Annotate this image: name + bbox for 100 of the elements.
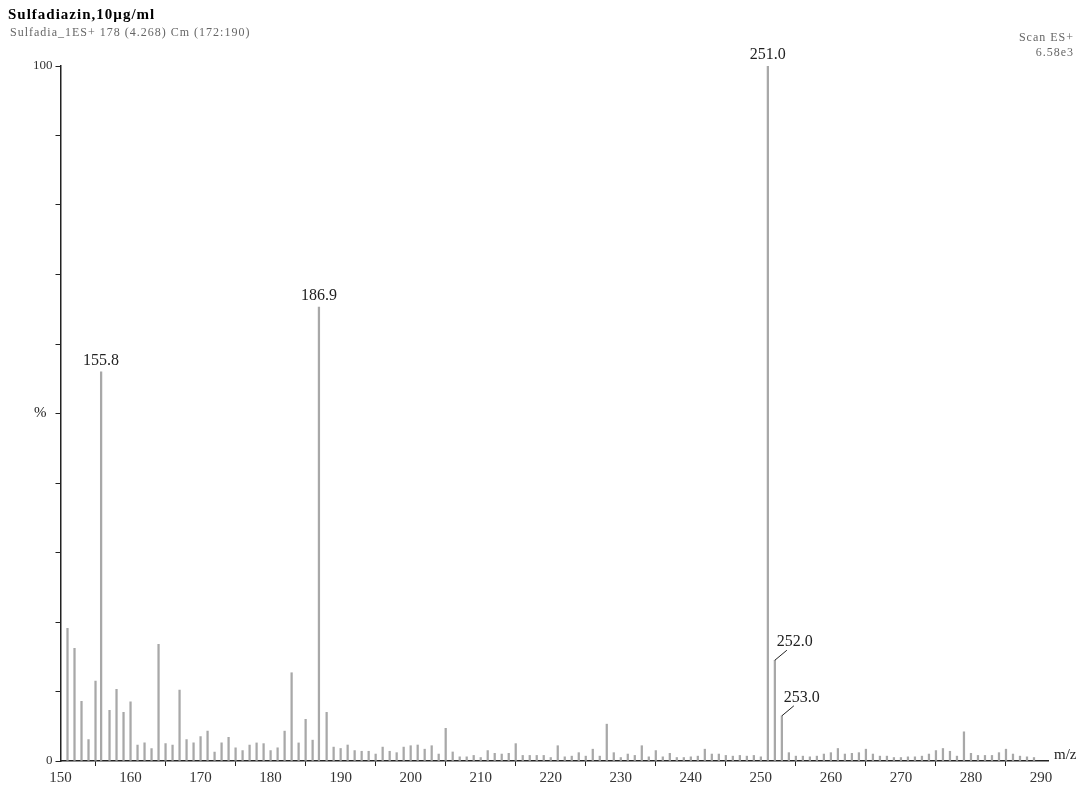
x-tick-label: 220 (539, 768, 562, 785)
bar (570, 755, 573, 761)
bar (234, 747, 237, 761)
bar (521, 755, 524, 761)
y-tick-label: 0 (46, 752, 53, 768)
bar (171, 744, 174, 761)
bar (143, 742, 146, 761)
bar (409, 745, 412, 761)
bar (87, 739, 90, 761)
x-tick-label: 280 (959, 768, 983, 785)
bar (633, 755, 636, 761)
bar (94, 680, 97, 761)
bar (150, 748, 153, 761)
bar (157, 643, 160, 761)
x-tick-label: 230 (609, 768, 633, 785)
bar (962, 731, 966, 761)
bar (479, 757, 482, 761)
bar (283, 730, 286, 761)
bar (976, 755, 980, 761)
bar (682, 757, 685, 761)
bar (920, 755, 924, 761)
bar (360, 750, 363, 761)
bar (731, 755, 734, 761)
bar (1032, 757, 1036, 761)
bar (675, 757, 678, 761)
x-tick-label: 150 (49, 768, 72, 785)
bar (213, 751, 216, 761)
bar (192, 742, 195, 761)
bar (535, 755, 538, 761)
bar (73, 648, 76, 761)
bar (794, 755, 797, 761)
bar (878, 755, 882, 761)
bar (514, 743, 517, 761)
bar (206, 730, 209, 761)
bar (269, 750, 272, 761)
bar (276, 747, 279, 761)
bar (395, 752, 398, 761)
chart-title: Sulfadiazin,10µg/ml (8, 6, 156, 23)
bar (528, 755, 531, 761)
bar (640, 745, 643, 761)
bar (164, 743, 167, 761)
bar (297, 742, 300, 761)
x-tick-label: 190 (329, 768, 352, 785)
bar (227, 737, 230, 761)
bar (696, 755, 699, 761)
annotation: 253.0 (783, 688, 820, 706)
bar (486, 750, 489, 761)
bar (948, 750, 952, 761)
bar (892, 757, 896, 761)
bar (185, 739, 188, 761)
bar (752, 755, 755, 761)
bar (430, 745, 433, 761)
annotation: 186.9 (300, 286, 337, 304)
text: 6.58e3 (1034, 45, 1074, 60)
bar (262, 743, 265, 761)
bar (542, 755, 545, 761)
bar (598, 755, 601, 761)
x-tick-label: 240 (679, 768, 703, 785)
bar (136, 744, 139, 761)
bar (612, 752, 615, 761)
annotation: 251.0 (749, 45, 786, 63)
bar (1018, 755, 1022, 761)
bar (934, 750, 938, 761)
bar (654, 750, 657, 761)
bar (304, 718, 307, 761)
text: Scan ES+ (1018, 30, 1074, 45)
bar (290, 672, 293, 761)
bar (108, 709, 111, 761)
x-tick-label: 170 (189, 768, 212, 785)
y-axis-title: % (34, 404, 47, 421)
bar (990, 755, 994, 761)
y-tick-label: 100 (33, 57, 53, 73)
bar (311, 739, 314, 761)
bar (115, 689, 118, 761)
annotation: 252.0 (776, 632, 813, 650)
bar (983, 755, 987, 761)
x-tick-label: 210 (469, 768, 492, 785)
bar (248, 744, 251, 761)
bar (129, 701, 132, 761)
bar (787, 752, 790, 761)
x-tick-label: 180 (259, 768, 282, 785)
x-tick-label: 270 (889, 768, 913, 785)
bar (241, 750, 244, 761)
bar (941, 748, 945, 761)
x-axis-title: m/z (1054, 745, 1077, 762)
bar (199, 736, 202, 761)
bar (577, 752, 580, 761)
bar (857, 752, 861, 761)
bar (255, 742, 258, 761)
bar (899, 757, 903, 761)
x-tick-label: 200 (399, 768, 422, 785)
bar (836, 748, 840, 761)
chart-subtitle: Sulfadia_1ES+ 178 (4.268) Cm (172:190) (10, 25, 251, 40)
bar (955, 755, 959, 761)
bar (801, 755, 805, 761)
bar (353, 750, 356, 761)
bar (556, 745, 559, 761)
bar (339, 748, 342, 761)
bar (885, 755, 889, 761)
bar (80, 700, 83, 761)
